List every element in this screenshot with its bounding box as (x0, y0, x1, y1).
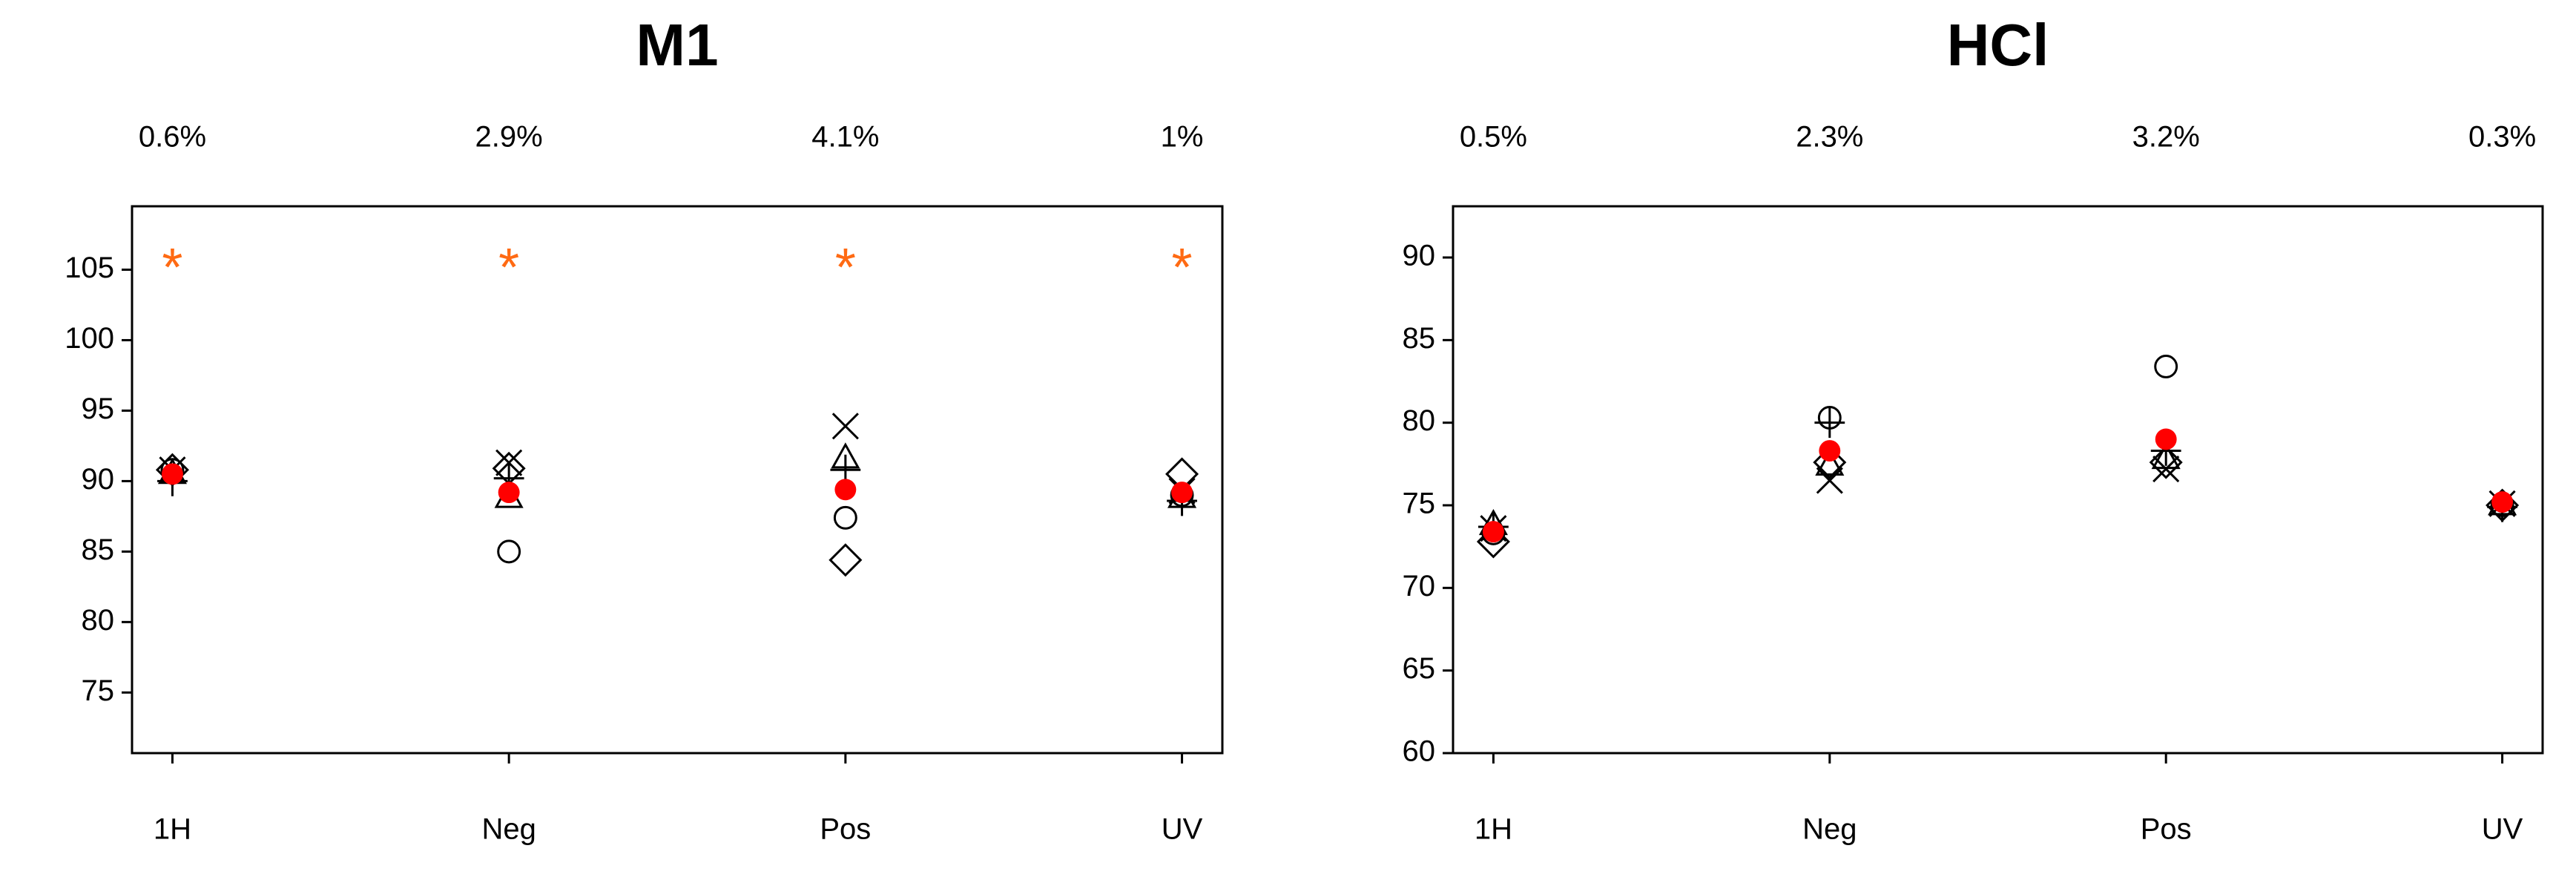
diamond-marker (1476, 525, 1510, 559)
circle-marker (833, 505, 857, 530)
top-label: 0.3% (2468, 121, 2536, 154)
plot-frame (131, 205, 1224, 755)
circle-marker (497, 539, 521, 564)
significance-star: * (835, 238, 856, 298)
plot-frame (1452, 205, 2544, 755)
y-tick-label: 100 (65, 322, 114, 355)
cross-marker (831, 413, 859, 440)
x-tick-label: 1H (154, 813, 191, 846)
mean-marker (2491, 491, 2514, 513)
y-tick-label: 80 (82, 604, 115, 637)
top-label: 3.2% (2132, 121, 2200, 154)
x-tick-label: UV (1162, 813, 1203, 846)
chart-title: HCl (1947, 12, 2049, 78)
y-tick-label: 105 (65, 252, 114, 284)
mean-marker (2155, 428, 2177, 450)
top-label: 1% (1161, 121, 1204, 154)
cross-marker (495, 449, 523, 476)
diamond-marker (2149, 445, 2183, 479)
x-tick-label: Pos (820, 813, 871, 846)
significance-star: * (1172, 238, 1193, 298)
y-tick-label: 70 (1403, 570, 1436, 602)
chart-title: M1 (636, 12, 718, 78)
top-label: 4.1% (811, 121, 879, 154)
y-tick-label: 90 (82, 463, 115, 496)
y-tick-label: 80 (1403, 404, 1436, 437)
x-tick-label: UV (2482, 813, 2523, 846)
circle-marker (2154, 355, 2178, 378)
diamond-marker (829, 543, 863, 577)
x-tick-label: Pos (2141, 813, 2192, 846)
y-tick-label: 95 (82, 393, 115, 425)
y-tick-label: 85 (1403, 322, 1436, 355)
cross-marker (2152, 455, 2180, 483)
x-tick-label: Neg (481, 813, 536, 846)
y-tick-label: 75 (82, 674, 115, 707)
x-tick-label: Neg (1802, 813, 1857, 846)
y-tick-label: 85 (82, 533, 115, 566)
top-label: 0.6% (139, 121, 206, 154)
y-tick-label: 65 (1403, 652, 1436, 685)
y-tick-label: 60 (1403, 735, 1436, 768)
triangle-marker (1815, 449, 1845, 476)
significance-star: * (162, 238, 182, 298)
y-tick-label: 75 (1403, 487, 1436, 520)
mean-marker (1171, 482, 1193, 504)
x-tick-label: 1H (1475, 813, 1512, 846)
mean-marker (834, 479, 857, 501)
mean-marker (498, 482, 520, 504)
mean-marker (1819, 440, 1841, 462)
significance-star: * (498, 238, 519, 298)
mean-marker (161, 463, 183, 485)
cross-marker (1816, 467, 1843, 494)
top-label: 0.5% (1460, 121, 1527, 154)
diamond-marker (1813, 445, 1847, 479)
plus-marker (1814, 407, 1845, 439)
top-label: 2.3% (1796, 121, 1863, 154)
y-tick-label: 90 (1403, 240, 1436, 272)
top-label: 2.9% (475, 121, 543, 154)
diamond-marker (155, 453, 189, 487)
mean-marker (1482, 521, 1504, 543)
